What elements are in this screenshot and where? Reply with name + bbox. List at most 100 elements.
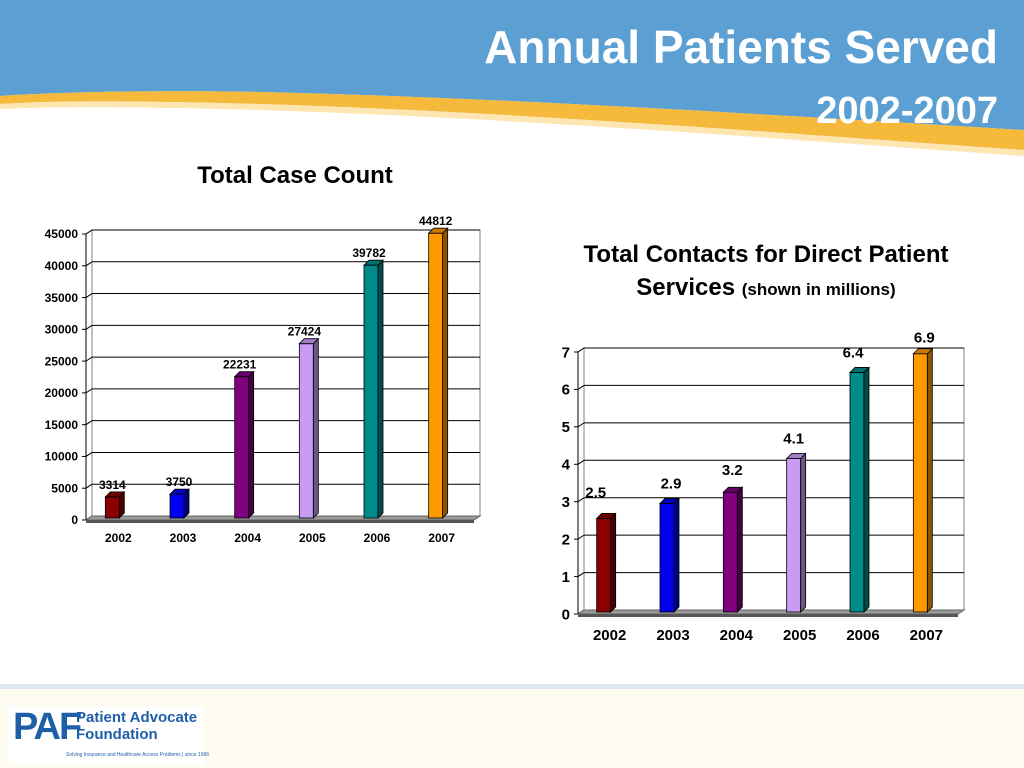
chart2-title: Total Contacts for Direct Patient Servic…: [540, 238, 992, 306]
gridline-side: [577, 497, 585, 503]
logo-name: Patient Advocate Foundation: [76, 709, 198, 743]
bar: [363, 259, 384, 519]
header-banner: Annual Patients Served 2002-2007: [0, 0, 1024, 165]
y-tick-label: 20000: [45, 386, 79, 400]
y-tick-label: 30000: [45, 323, 79, 337]
slide-subtitle: 2002-2007: [816, 90, 998, 132]
footer-divider: [0, 684, 1024, 689]
data-label: 44812: [419, 214, 453, 228]
bar: [659, 497, 680, 613]
data-label: 3314: [99, 478, 126, 492]
chart1-title: Total Case Count: [197, 162, 393, 189]
bar-top: [104, 491, 126, 498]
gridline-side: [577, 385, 585, 390]
bar-top: [912, 348, 934, 355]
gridline-side: [85, 483, 93, 489]
bar-front: [912, 353, 928, 613]
y-tick-label: 3: [562, 494, 570, 511]
bar-top: [785, 453, 807, 459]
bar-top: [659, 498, 680, 504]
bar: [169, 488, 190, 519]
header-background: [0, 0, 1024, 156]
gridline-side: [577, 459, 585, 465]
bar: [298, 337, 320, 519]
x-tick-label: 2004: [720, 627, 754, 644]
y-tick-label: 5000: [51, 481, 78, 495]
x-tick-label: 2004: [234, 531, 261, 545]
y-tick-label: 40000: [45, 259, 79, 273]
bar: [785, 452, 807, 613]
bar: [722, 486, 744, 613]
data-label: 39782: [352, 246, 386, 260]
y-tick-label: 0: [562, 606, 570, 623]
x-tick-label: 2007: [428, 531, 455, 545]
x-tick-label: 2005: [299, 531, 326, 545]
bar-side: [736, 486, 743, 613]
bar-top: [595, 513, 617, 519]
bar-front: [722, 491, 738, 613]
x-tick-label: 2003: [656, 627, 689, 644]
bar-front: [786, 458, 802, 613]
bar: [427, 227, 449, 519]
x-tick-label: 2006: [364, 531, 391, 545]
bar: [104, 490, 126, 519]
gridline-side: [85, 452, 93, 457]
gridline-side: [577, 347, 585, 353]
chart2-title-main: Total Contacts for Direct Patient Servic…: [583, 241, 949, 301]
chart2-title-note: (shown in millions): [741, 280, 896, 299]
gridline-side: [85, 261, 93, 267]
bar-side: [863, 366, 870, 613]
gridline-side: [577, 422, 585, 428]
x-tick-label: 2002: [105, 531, 132, 545]
plot-floor: [576, 609, 966, 615]
bar-front: [596, 518, 612, 613]
gridline-side: [85, 420, 93, 426]
bar-side: [673, 497, 680, 613]
y-tick-label: 1: [562, 569, 570, 586]
y-tick-label: 2: [562, 531, 570, 548]
data-label: 22231: [223, 358, 257, 372]
data-label: 2.5: [585, 484, 606, 501]
x-tick-label: 2006: [846, 627, 879, 644]
gridline-side: [85, 324, 93, 330]
plot-floor-edge: [86, 520, 474, 523]
bar-top: [169, 488, 190, 495]
x-tick-label: 2002: [593, 627, 626, 644]
bar-top: [722, 486, 744, 493]
y-tick-label: 45000: [45, 227, 79, 241]
gridline-side: [577, 534, 585, 540]
data-label: 2.9: [661, 475, 682, 492]
y-tick-label: 5: [562, 419, 570, 436]
slide-title: Annual Patients Served: [484, 21, 998, 73]
bar: [912, 347, 934, 613]
bar-top: [849, 367, 870, 373]
logo-tagline: Solving Insurance and Healthcare Access …: [66, 752, 210, 758]
x-tick-label: 2005: [783, 627, 816, 644]
data-label: 4.1: [783, 431, 804, 448]
y-tick-label: 6: [562, 382, 570, 399]
data-label: 6.9: [914, 330, 935, 347]
bar-top: [363, 259, 384, 266]
bar: [233, 370, 255, 519]
data-label: 3.2: [722, 462, 743, 479]
bar-side: [926, 347, 933, 613]
bar-side: [800, 452, 807, 613]
bar: [849, 366, 870, 613]
bar-top: [233, 371, 255, 378]
y-tick-label: 7: [562, 344, 570, 361]
gridline-side: [85, 293, 93, 298]
x-tick-label: 2003: [170, 531, 197, 545]
data-label: 6.4: [843, 344, 865, 361]
bar-top: [427, 227, 449, 234]
data-label: 27424: [288, 325, 322, 339]
bar: [595, 512, 617, 613]
y-tick-label: 25000: [45, 354, 79, 368]
bar-top: [298, 338, 320, 345]
plot-wall: [583, 347, 965, 611]
bar-side: [610, 512, 617, 613]
gridline-side: [85, 388, 93, 394]
bar-front: [849, 372, 865, 613]
y-tick-label: 0: [71, 513, 78, 527]
